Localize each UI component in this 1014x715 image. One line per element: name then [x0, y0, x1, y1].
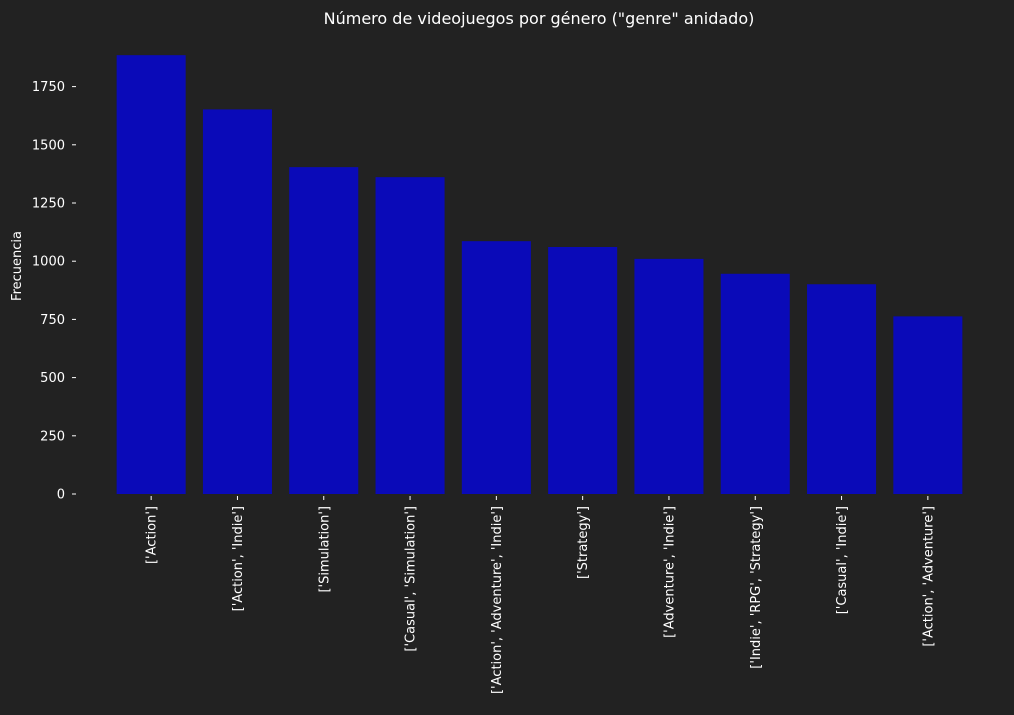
x-tick-label: ['Action', 'Adventure', 'Indie'] — [490, 506, 505, 694]
x-tick-label: ['Action', 'Indie'] — [231, 506, 246, 611]
bar — [807, 284, 877, 494]
y-tick-label: 0 — [57, 488, 65, 503]
bar — [634, 258, 704, 494]
y-axis-label: Frecuencia — [10, 231, 25, 301]
bar — [548, 246, 618, 494]
bar — [116, 55, 186, 495]
x-tick-label: ['Action', 'Adventure'] — [921, 506, 936, 647]
x-tick-label: ['Adventure', 'Indie'] — [662, 506, 677, 638]
x-axis: ['Action'] ['Action', 'Indie'] ['Simulatio… — [145, 496, 936, 694]
y-tick-label: 500 — [40, 371, 65, 386]
bar — [202, 109, 272, 494]
x-tick-label: ['Casual', 'Indie'] — [835, 506, 850, 614]
bar — [893, 316, 963, 494]
bars-group — [116, 55, 963, 495]
x-tick-label: ['Indie', 'RPG', 'Strategy'] — [749, 506, 764, 669]
x-tick-label: ['Strategy'] — [576, 506, 591, 579]
y-tick-label: 1000 — [32, 255, 65, 270]
bar — [720, 273, 790, 494]
x-tick-label: ['Casual', 'Simulation'] — [404, 506, 419, 652]
bar — [375, 177, 445, 495]
bar — [461, 241, 531, 494]
y-tick-label: 750 — [40, 313, 65, 328]
x-tick-label: ['Simulation'] — [317, 506, 332, 593]
y-tick-label: 1500 — [32, 138, 65, 153]
y-tick-label: 1250 — [32, 197, 65, 212]
y-tick-label: 250 — [40, 429, 65, 444]
x-tick-label: ['Action'] — [145, 506, 160, 564]
y-axis: 0 250 500 750 1000 1250 1500 1750 — [32, 80, 76, 503]
y-tick-label: 1750 — [32, 80, 65, 95]
chart-title: Número de videojuegos por género ("genre… — [324, 9, 755, 28]
bar — [289, 167, 359, 494]
